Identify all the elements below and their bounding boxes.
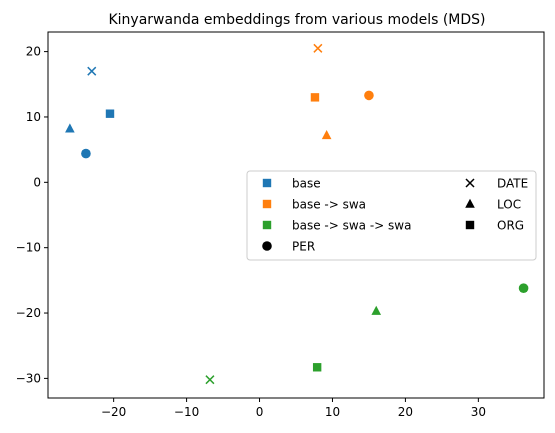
x-tick-label: 0: [256, 405, 264, 419]
legend-model-marker: [262, 220, 272, 230]
chart-title: Kinyarwanda embeddings from various mode…: [108, 12, 485, 28]
plot-frame: [47, 31, 545, 399]
x-tick-label: −10: [174, 405, 199, 419]
legend-entity-marker: [465, 198, 475, 208]
y-tick-label: 20: [26, 45, 41, 59]
data-points: [65, 43, 529, 385]
data-point: [81, 148, 91, 159]
legend: base base -> swa base -> swa -> swa PER DATE…: [246, 170, 537, 261]
legend-entity-marker: [465, 178, 475, 188]
data-point: [65, 123, 75, 133]
x-tick-label: 20: [398, 405, 413, 419]
legend-model-label: base: [292, 177, 321, 191]
x-tick-label: 10: [325, 405, 340, 419]
data-point: [312, 363, 322, 372]
data-point: [321, 129, 332, 140]
legend-box: [246, 170, 537, 261]
legend-entity-label: DATE: [497, 177, 528, 191]
legend-model-marker: [262, 178, 272, 188]
data-point: [87, 66, 97, 76]
data-point: [518, 283, 529, 294]
legend-model-marker: [262, 199, 272, 209]
legend-entity-label: LOC: [497, 198, 521, 212]
y-tick-label: −10: [16, 241, 41, 255]
legend-model-label: base -> swa: [292, 198, 366, 212]
axis-ticks: −20 −10 0 10 20 30 −30 −20 −10 0 10 20: [16, 45, 486, 419]
y-tick-label: 0: [33, 175, 41, 189]
data-point: [205, 375, 215, 385]
legend-model-label: base -> swa -> swa: [292, 219, 411, 233]
data-point: [364, 90, 374, 101]
x-tick-label: 30: [471, 405, 486, 419]
legend-entity-marker: [262, 241, 272, 251]
data-point: [371, 305, 382, 315]
data-point: [105, 109, 115, 118]
y-tick-label: −30: [16, 371, 41, 385]
y-tick-label: 10: [26, 110, 41, 124]
x-tick-label: −20: [101, 405, 126, 419]
legend-entity-marker: [465, 220, 475, 230]
data-point: [313, 43, 323, 53]
y-tick-label: −20: [16, 306, 41, 320]
data-point: [310, 93, 320, 102]
legend-entity-label: PER: [292, 240, 315, 254]
legend-entity-label: ORG: [497, 219, 524, 233]
